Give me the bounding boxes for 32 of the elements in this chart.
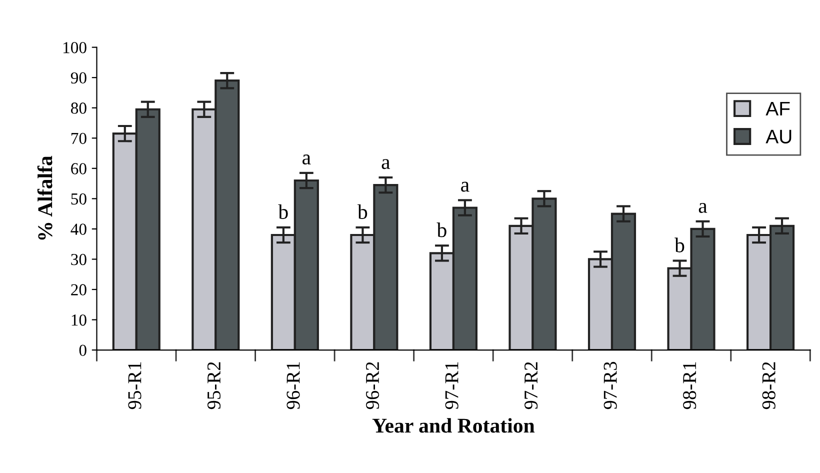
x-tick-label: 95-R1 — [128, 362, 142, 410]
y-tick-label: 40 — [70, 224, 86, 235]
annotation: a — [698, 202, 708, 213]
annotation: b — [674, 238, 684, 252]
annotation: a — [461, 182, 470, 192]
annotation: b — [436, 222, 446, 238]
x-tick-label: 97-R1 — [445, 362, 458, 410]
y-axis-title: % Alfalfa — [37, 156, 52, 240]
y-tick-label: 100 — [64, 42, 86, 54]
y-tick-label: 10 — [72, 314, 86, 326]
x-tick-label: 98-R2 — [762, 362, 776, 410]
x-tick-label: 98-R1 — [683, 362, 696, 410]
x-tick-label: 97-R3 — [604, 362, 617, 410]
legend-label: AU — [766, 130, 792, 144]
y-tick-label: 80 — [71, 102, 86, 114]
y-tick-label: 50 — [71, 193, 86, 205]
x-tick-label: 95-R2 — [207, 362, 221, 410]
legend-label: AF — [766, 102, 790, 116]
y-tick-label: 0 — [79, 344, 86, 356]
x-tick-label: 97-R2 — [524, 362, 538, 410]
annotation: b — [357, 204, 368, 220]
y-tick-label: 30 — [71, 254, 86, 266]
annotation: a — [302, 154, 311, 165]
x-axis-title: Year and Rotation — [372, 418, 535, 433]
x-tick-label: 96-R2 — [366, 362, 380, 410]
x-tick-label: 96-R1 — [286, 362, 300, 410]
y-tick-label: 60 — [71, 163, 86, 174]
y-tick-label: 90 — [70, 72, 86, 84]
annotation: a — [382, 159, 390, 170]
y-tick-label: 20 — [71, 284, 86, 296]
annotation: b — [278, 204, 288, 220]
y-tick-label: 70 — [71, 132, 86, 144]
